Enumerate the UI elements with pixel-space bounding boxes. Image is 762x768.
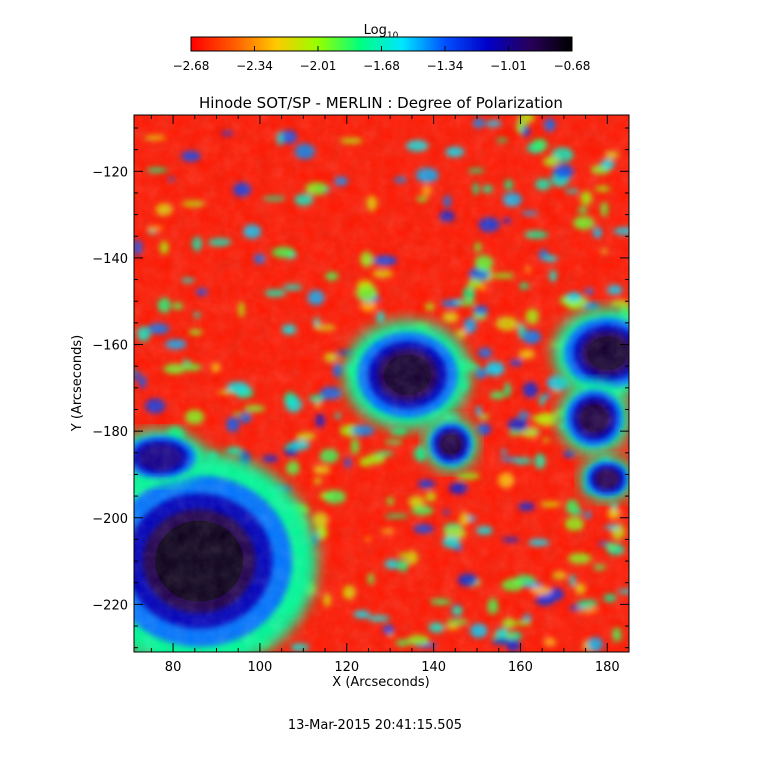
x-tick-label: 140 [421, 660, 446, 675]
colorbar: Log10 −2.68 −2.34 −2.01 −1.68 −1.34 −1.01 −0.6… [173, 23, 591, 73]
colorbar-tick-label: −2.34 [236, 59, 273, 73]
y-tick-label: −180 [92, 425, 128, 440]
colorbar-label: Log10 [364, 23, 399, 41]
colorbar-label-subscript: 10 [387, 31, 399, 41]
y-tick-label: −220 [92, 598, 128, 613]
x-tick-label: 120 [334, 660, 359, 675]
noise-texture [134, 115, 629, 652]
timestamp: 13-Mar-2015 20:41:15.505 [288, 718, 462, 733]
x-axis-label: X (Arcseconds) [332, 675, 429, 690]
colorbar-tick-label: −2.01 [300, 59, 337, 73]
x-axis: 80 100 120 140 160 180 [150, 115, 630, 675]
x-tick-label: 180 [595, 660, 620, 675]
chart-title: Hinode SOT/SP - MERLIN : Degree of Polar… [199, 94, 563, 112]
colorbar-tick-label: −0.68 [554, 59, 591, 73]
y-tick-label: −120 [92, 165, 128, 180]
y-axis-label: Y (Arcseconds) [70, 335, 85, 432]
colorbar-tick-label: −2.68 [173, 59, 210, 73]
colorbar-tick-label: −1.01 [490, 59, 527, 73]
colorbar-ticks: −2.68 −2.34 −2.01 −1.68 −1.34 −1.01 −0.68 [173, 46, 591, 73]
y-tick-label: −140 [92, 252, 128, 267]
x-tick-label: 160 [508, 660, 533, 675]
y-tick-label: −160 [92, 339, 128, 354]
colorbar-tick-label: −1.68 [363, 59, 400, 73]
x-tick-label: 80 [165, 660, 182, 675]
x-tick-label: 100 [248, 660, 273, 675]
plot-frame [133, 114, 630, 653]
heatmap-image [134, 115, 629, 652]
y-axis: −120 −140 −160 −180 −200 −220 [92, 127, 629, 649]
colorbar-tick-label: −1.34 [427, 59, 464, 73]
y-tick-label: −200 [92, 512, 128, 527]
